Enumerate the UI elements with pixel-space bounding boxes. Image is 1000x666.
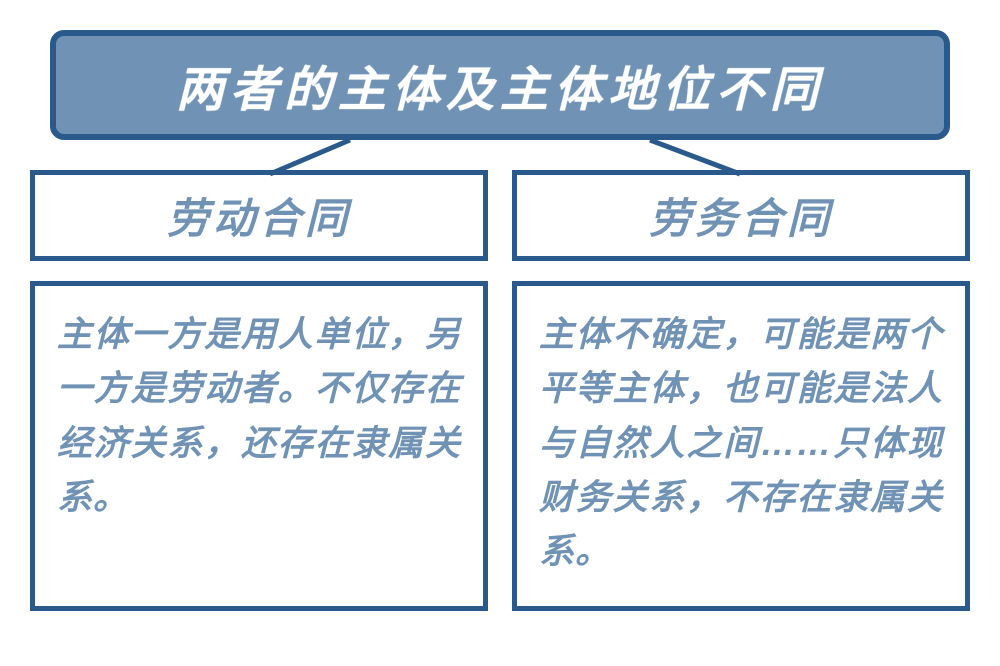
column-right: 劳务合同 主体不确定，可能是两个平等主体，也可能是法人与自然人之间……只体现财务… (512, 170, 970, 611)
right-content-box: 主体不确定，可能是两个平等主体，也可能是法人与自然人之间……只体现财务关系，不存… (512, 281, 970, 611)
title-text: 两者的主体及主体地位不同 (80, 50, 920, 120)
connector-wrap (0, 140, 1000, 170)
title-box: 两者的主体及主体地位不同 (50, 30, 950, 140)
columns: 劳动合同 主体一方是用人单位，另一方是劳动者。不仅存在经济关系，还存在隶属关系。… (30, 170, 970, 611)
connector-left (270, 140, 350, 174)
left-content-text: 主体一方是用人单位，另一方是劳动者。不仅存在经济关系，还存在隶属关系。 (57, 308, 461, 525)
connector-svg (0, 140, 1000, 200)
column-left: 劳动合同 主体一方是用人单位，另一方是劳动者。不仅存在经济关系，还存在隶属关系。 (30, 170, 488, 611)
left-content-box: 主体一方是用人单位，另一方是劳动者。不仅存在经济关系，还存在隶属关系。 (30, 281, 488, 611)
right-content-text: 主体不确定，可能是两个平等主体，也可能是法人与自然人之间……只体现财务关系，不存… (539, 308, 943, 579)
connector-right (650, 140, 740, 174)
